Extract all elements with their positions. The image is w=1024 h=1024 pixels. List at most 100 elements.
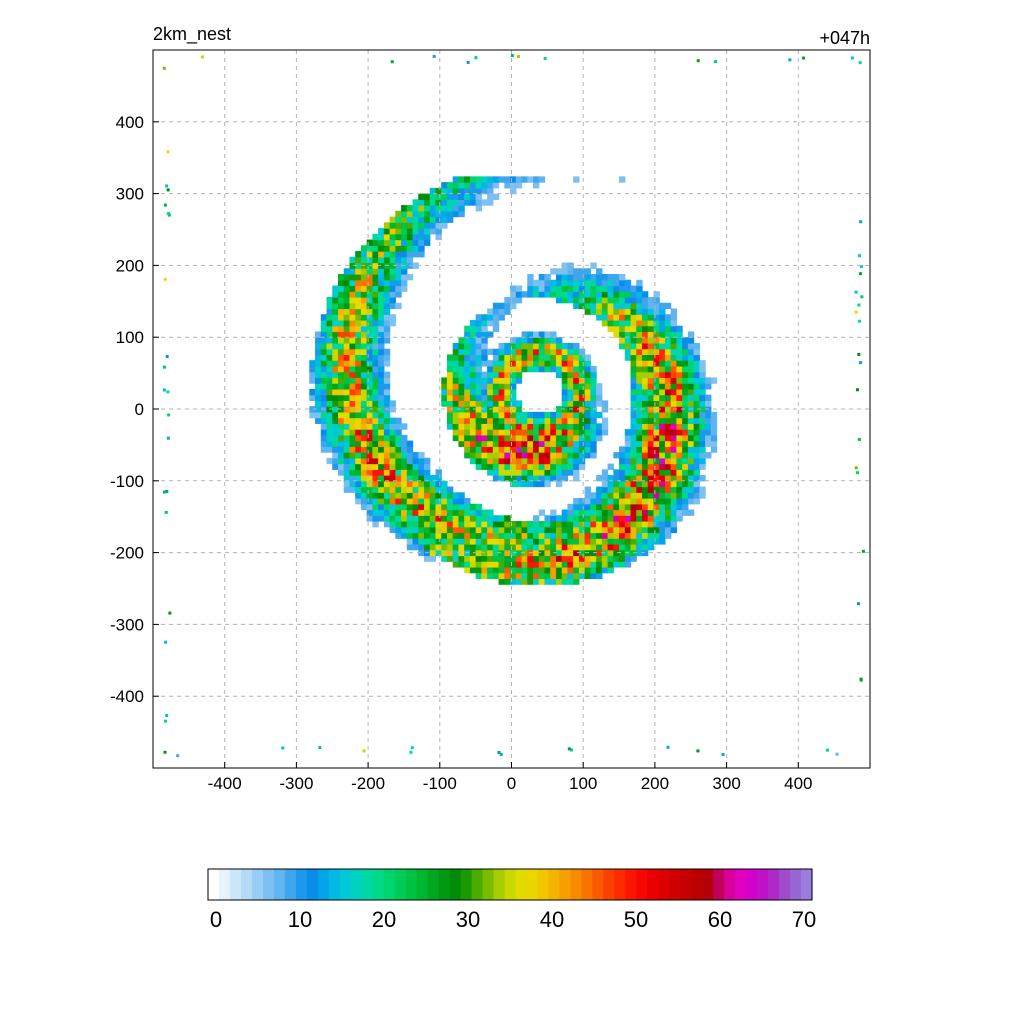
- reflectivity-cell: [343, 337, 351, 344]
- reflectivity-cell: [561, 532, 569, 539]
- reflectivity-cell: [527, 480, 534, 488]
- reflectivity-cell: [464, 199, 471, 206]
- reflectivity-cell: [705, 411, 712, 419]
- reflectivity-cell: [607, 532, 614, 539]
- reflectivity-cell: [475, 360, 482, 367]
- reflectivity-cell: [590, 446, 597, 453]
- reflectivity-cell: [383, 228, 391, 235]
- reflectivity-cell: [492, 538, 500, 545]
- reflectivity-cell: [521, 440, 528, 447]
- reflectivity-cell: [464, 176, 471, 183]
- reflectivity-cell: [555, 285, 563, 292]
- reflectivity-cell: [636, 354, 643, 361]
- reflectivity-cell: [452, 199, 460, 206]
- reflectivity-cell: [670, 348, 678, 356]
- reflectivity-cell: [504, 561, 511, 568]
- reflectivity-cell: [555, 274, 563, 281]
- reflectivity-cell: [596, 308, 603, 315]
- reflectivity-cell: [441, 526, 448, 534]
- reflectivity-cell: [315, 383, 322, 390]
- reflectivity-cell: [613, 538, 620, 545]
- reflectivity-cell: [372, 348, 379, 356]
- reflectivity-cell: [498, 302, 505, 310]
- reflectivity-cell: [510, 440, 517, 447]
- reflectivity-cell: [659, 498, 666, 505]
- reflectivity-cell: [487, 429, 494, 436]
- reflectivity-cell: [389, 423, 396, 430]
- reflectivity-cell: [705, 440, 712, 447]
- reflectivity-cell: [613, 285, 620, 292]
- reflectivity-cell: [555, 566, 563, 574]
- reflectivity-cell: [466, 60, 470, 64]
- reflectivity-cell: [355, 337, 362, 344]
- reflectivity-cell: [544, 452, 551, 459]
- reflectivity-cell: [360, 394, 368, 401]
- reflectivity-cell: [401, 210, 408, 218]
- reflectivity-cell: [659, 480, 666, 488]
- reflectivity-cell: [653, 394, 660, 401]
- reflectivity-cell: [687, 354, 695, 361]
- reflectivity-cell: [424, 532, 431, 539]
- reflectivity-cell: [492, 383, 500, 390]
- reflectivity-cell: [596, 388, 603, 396]
- reflectivity-cell: [636, 331, 643, 338]
- reflectivity-cell: [544, 291, 551, 298]
- reflectivity-cell: [573, 383, 580, 390]
- y-tick-label: -100: [110, 472, 144, 491]
- reflectivity-cell: [630, 354, 637, 361]
- reflectivity-cell: [326, 302, 333, 310]
- reflectivity-cell: [372, 394, 379, 401]
- reflectivity-cell: [619, 480, 626, 488]
- reflectivity-cell: [458, 176, 465, 183]
- reflectivity-cell: [401, 205, 408, 212]
- reflectivity-cell: [561, 377, 569, 384]
- reflectivity-cell: [366, 440, 374, 447]
- reflectivity-cell: [584, 526, 591, 534]
- reflectivity-cell: [664, 360, 672, 367]
- reflectivity-cell: [584, 285, 591, 292]
- reflectivity-cell: [641, 543, 649, 551]
- colorbar-swatch: [735, 869, 747, 900]
- reflectivity-cell: [383, 325, 391, 333]
- reflectivity-cell: [349, 354, 356, 361]
- reflectivity-cell: [573, 498, 580, 505]
- reflectivity-cell: [578, 406, 586, 413]
- reflectivity-cell: [636, 423, 643, 430]
- reflectivity-cell: [464, 388, 471, 396]
- reflectivity-cell: [452, 365, 460, 373]
- reflectivity-cell: [360, 486, 368, 493]
- reflectivity-cell: [510, 452, 517, 459]
- reflectivity-cell: [653, 480, 660, 488]
- reflectivity-cell: [378, 371, 385, 379]
- reflectivity-cell: [670, 486, 678, 493]
- reflectivity-cell: [498, 383, 505, 390]
- reflectivity-cell: [441, 498, 448, 505]
- reflectivity-cell: [429, 480, 437, 488]
- reflectivity-cell: [401, 498, 408, 505]
- reflectivity-cell: [326, 354, 333, 361]
- reflectivity-cell: [510, 337, 517, 344]
- reflectivity-cell: [418, 239, 425, 246]
- reflectivity-cell: [162, 66, 166, 70]
- reflectivity-cell: [429, 205, 437, 212]
- reflectivity-cell: [309, 360, 316, 367]
- reflectivity-cell: [378, 377, 385, 384]
- reflectivity-cell: [636, 452, 643, 459]
- reflectivity-cell: [372, 475, 379, 482]
- reflectivity-cell: [510, 538, 517, 545]
- reflectivity-cell: [647, 538, 655, 545]
- reflectivity-cell: [162, 388, 166, 392]
- reflectivity-cell: [424, 233, 431, 241]
- reflectivity-cell: [596, 400, 603, 407]
- reflectivity-cell: [687, 509, 695, 516]
- reflectivity-cell: [699, 434, 706, 442]
- reflectivity-cell: [406, 509, 414, 516]
- reflectivity-cell: [395, 262, 402, 269]
- reflectivity-cell: [584, 492, 591, 499]
- reflectivity-cell: [504, 566, 511, 574]
- reflectivity-cell: [401, 274, 408, 281]
- reflectivity-cell: [332, 308, 339, 315]
- reflectivity-cell: [555, 440, 563, 447]
- reflectivity-cell: [504, 521, 511, 528]
- reflectivity-cell: [670, 452, 678, 459]
